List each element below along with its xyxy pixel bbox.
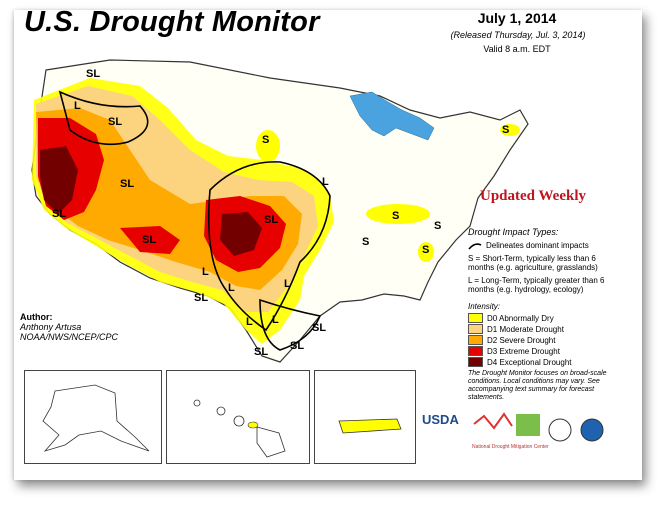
disclaimer-note: The Drought Monitor focuses on broad-sca… <box>468 370 607 401</box>
release-note: (Released Thursday, Jul. 3, 2014) <box>450 30 586 40</box>
map-label: S <box>502 124 510 136</box>
intensity-legend: Intensity: D0 Abnormally Dry D1 Moderate… <box>468 302 618 368</box>
legend-swatch <box>468 346 483 356</box>
impact-line-text: Delineates dominant impacts <box>486 241 589 250</box>
map-label: SL <box>52 208 67 220</box>
d3-sw <box>120 226 180 254</box>
author-block: Author: Anthony Artusa NOAA/NWS/NCEP/CPC <box>20 312 118 342</box>
legend-item-d0: D0 Abnormally Dry <box>468 313 618 323</box>
map-label: L <box>246 316 253 328</box>
map-label: SL <box>312 322 327 334</box>
map-label: L <box>202 266 209 278</box>
legend-label: D4 Exceptional Drought <box>487 357 572 367</box>
hawaii-inset <box>166 370 310 464</box>
alaska-shape <box>42 384 150 452</box>
map-label: L <box>74 100 81 112</box>
author-name: Anthony Artusa <box>20 322 82 332</box>
map-label: SL <box>108 116 123 128</box>
legend-swatch <box>468 335 483 345</box>
map-label: S <box>392 210 400 222</box>
usda-logo: USDA <box>422 412 459 427</box>
impact-heading: Drought Impact Types: <box>468 227 559 237</box>
d4-plains <box>220 212 262 256</box>
legend-label: D3 Extreme Drought <box>487 346 560 356</box>
valid-time: Valid 8 a.m. EDT <box>483 44 551 54</box>
impact-line-plains <box>207 161 331 332</box>
d0-east-3 <box>418 242 434 262</box>
legend-label: D0 Abnormally Dry <box>487 313 554 323</box>
impact-line-west <box>58 90 149 146</box>
alaska-inset <box>24 370 162 464</box>
legend-swatch <box>468 324 483 334</box>
map-label: S <box>262 134 270 146</box>
legend-swatch <box>468 313 483 323</box>
map-label: SL <box>194 292 209 304</box>
legend-label: D1 Moderate Drought <box>487 324 564 334</box>
d4-ca <box>40 146 78 214</box>
impact-line-icon <box>468 242 482 250</box>
impact-line-tx <box>259 298 322 351</box>
map-label: SL <box>142 234 157 246</box>
impact-legend: Drought Impact Types: Delineates dominan… <box>468 228 618 298</box>
author-label: Author: <box>20 312 53 322</box>
hawaii-shape <box>193 399 286 458</box>
map-label: L <box>272 314 279 326</box>
legend-label: D2 Severe Drought <box>487 335 556 345</box>
d0-east-1 <box>366 204 430 224</box>
map-label: S <box>422 244 430 256</box>
updated-weekly: Updated Weekly <box>480 188 586 204</box>
map-label: SL <box>120 178 135 190</box>
legend-item-d4: D4 Exceptional Drought <box>468 357 618 367</box>
map-label: SL <box>86 68 101 80</box>
map-date: July 1, 2014 <box>477 10 557 26</box>
map-label: L <box>284 278 291 290</box>
intensity-heading: Intensity: <box>468 302 501 311</box>
great-lakes <box>349 91 435 141</box>
impact-short: S = Short-Term, typically less than 6 mo… <box>468 254 598 272</box>
legend-item-d2: D2 Severe Drought <box>468 335 618 345</box>
legend-swatch <box>468 357 483 367</box>
map-label: S <box>362 236 370 248</box>
map-title: U.S. Drought Monitor <box>24 6 320 38</box>
ndmc-logo: National Drought Mitigation Center <box>472 444 549 450</box>
author-org: NOAA/NWS/NCEP/CPC <box>20 332 119 342</box>
legend-item-d3: D3 Extreme Drought <box>468 346 618 356</box>
map-label: SL <box>290 340 305 352</box>
map-label: S <box>434 220 442 232</box>
map-label: SL <box>254 346 269 358</box>
d0-east-2 <box>256 130 280 162</box>
puerto-rico-inset <box>314 370 416 464</box>
puerto-rico-shape <box>338 418 402 434</box>
map-label: SL <box>264 214 279 226</box>
d0-east-4 <box>500 124 520 136</box>
map-label: L <box>228 282 235 294</box>
map-label: L <box>322 176 329 188</box>
impact-long: L = Long-Term, typically greater than 6 … <box>468 276 605 294</box>
legend-item-d1: D1 Moderate Drought <box>468 324 618 334</box>
